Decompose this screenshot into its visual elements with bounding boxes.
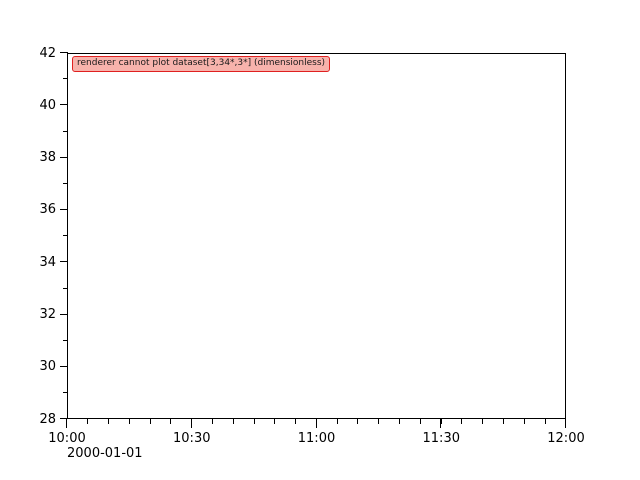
- x-axis-minor-tick: [503, 419, 505, 424]
- x-axis-tick-label: 12:00: [547, 431, 585, 446]
- x-axis-minor-tick: [378, 419, 380, 424]
- y-axis-minor-tick: [63, 392, 68, 394]
- y-axis-major-tick: [60, 209, 68, 211]
- x-axis-minor-tick: [544, 419, 546, 424]
- y-axis-tick-label: 42: [39, 45, 56, 61]
- y-axis-tick-label: 38: [39, 150, 56, 166]
- x-axis-minor-tick: [128, 419, 130, 424]
- x-axis-minor-tick: [399, 419, 401, 424]
- x-axis-minor-tick: [461, 419, 463, 424]
- y-axis-tick-label: 36: [39, 202, 56, 218]
- x-axis-minor-tick: [336, 419, 338, 424]
- y-axis-major-tick: [60, 418, 68, 420]
- y-axis-minor-tick: [63, 339, 68, 341]
- y-axis-minor-tick: [63, 78, 68, 80]
- y-axis-tick-label: 30: [39, 359, 56, 375]
- x-axis-tick-label: 10:30: [173, 431, 211, 446]
- x-axis-minor-tick: [357, 419, 359, 424]
- y-axis-minor-tick: [63, 287, 68, 289]
- plot-area: renderer cannot plot dataset[3,34*,3*] (…: [68, 54, 565, 418]
- x-axis-tick-label: 11:30: [422, 431, 460, 446]
- y-axis-major-tick: [60, 313, 68, 315]
- y-axis-major-tick: [60, 261, 68, 263]
- y-axis-tick-label: 28: [39, 411, 56, 427]
- y-axis-major-tick: [60, 52, 68, 54]
- y-axis-minor-tick: [63, 130, 68, 132]
- x-axis-minor-tick: [523, 419, 525, 424]
- y-axis-major-tick: [60, 156, 68, 158]
- y-axis-minor-tick: [63, 235, 68, 237]
- x-axis-minor-tick: [419, 419, 421, 424]
- x-axis-tick-label: 10:00: [48, 431, 86, 446]
- y-axis-tick-label: 34: [39, 254, 56, 270]
- x-axis-tick-label: 11:00: [297, 431, 336, 446]
- x-axis-minor-tick: [295, 419, 297, 424]
- y-axis-tick-label: 40: [39, 97, 56, 113]
- x-axis-minor-tick: [482, 419, 484, 424]
- plot-frame: renderer cannot plot dataset[3,34*,3*] (…: [67, 53, 566, 419]
- x-axis-minor-tick: [87, 419, 89, 424]
- x-axis-major-tick: [66, 419, 68, 428]
- y-axis-minor-tick: [63, 183, 68, 184]
- x-axis-major-tick: [315, 419, 317, 428]
- x-axis-major-tick: [190, 419, 192, 428]
- x-axis-minor-tick: [253, 419, 255, 424]
- x-axis-major-tick: [440, 419, 442, 428]
- renderer-error-badge: renderer cannot plot dataset[3,34*,3*] (…: [72, 56, 331, 72]
- y-axis-major-tick: [60, 104, 68, 106]
- x-axis-minor-tick: [232, 419, 234, 424]
- x-axis-minor-tick: [274, 419, 276, 424]
- x-axis-minor-tick: [170, 419, 172, 424]
- x-axis-date-label: 2000-01-01: [67, 446, 143, 461]
- x-axis-major-tick: [565, 419, 567, 428]
- x-axis-minor-tick: [149, 419, 151, 424]
- y-axis-tick-label: 32: [39, 306, 56, 322]
- x-axis-minor-tick: [211, 419, 213, 424]
- x-axis-minor-tick: [107, 419, 109, 424]
- y-axis-major-tick: [60, 365, 68, 367]
